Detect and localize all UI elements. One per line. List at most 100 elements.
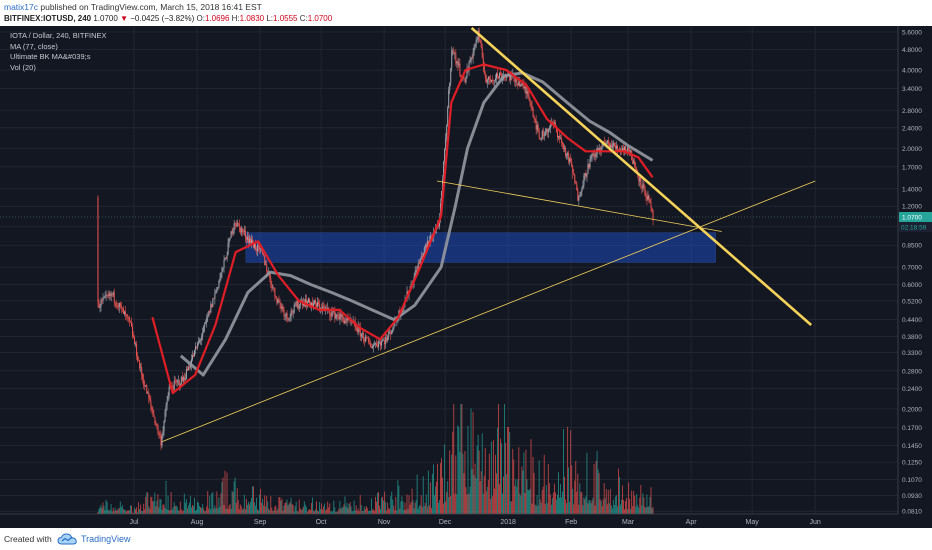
price-chart-svg[interactable]: 5.6000 4.8000 4.0000 3.4000 2.8000 2.4000 2.00… — [0, 26, 932, 528]
candle-body — [590, 155, 592, 159]
trendline — [162, 180, 816, 442]
candle-body — [472, 51, 474, 59]
candle-body — [317, 301, 319, 307]
volume-bar — [445, 501, 447, 514]
candle-body — [541, 130, 543, 140]
volume-bar — [430, 507, 432, 514]
volume-bar — [442, 477, 444, 514]
candle-body — [238, 224, 240, 227]
candle-body — [526, 91, 528, 94]
author-link[interactable]: matix17c — [4, 2, 39, 12]
volume-bar — [651, 508, 653, 514]
candle-body — [183, 377, 185, 380]
volume-bar — [261, 502, 263, 514]
publish-line: matix17c published on TradingView.com, M… — [4, 2, 262, 12]
candle-body — [455, 53, 457, 64]
volume-bar — [594, 505, 596, 514]
candle-body — [415, 269, 417, 272]
volume-bar — [254, 502, 255, 514]
volume-bar — [156, 500, 158, 514]
candle-body — [160, 436, 162, 446]
candle-body — [449, 83, 451, 91]
volume-bar — [469, 486, 471, 514]
volume-bar — [634, 495, 636, 514]
candle-body — [466, 68, 468, 77]
volume-bar — [197, 501, 198, 514]
candle-body — [640, 177, 642, 187]
candle-body — [532, 107, 534, 117]
candle-body — [260, 248, 262, 250]
volume-bar — [339, 501, 341, 514]
volume-bar — [447, 481, 449, 514]
candle-body — [552, 122, 554, 124]
candle-body — [427, 240, 429, 244]
candle-body — [525, 87, 527, 94]
volume-bar — [508, 426, 510, 514]
candle-body — [216, 287, 218, 291]
candle-body — [117, 306, 119, 308]
volume-bar — [218, 497, 220, 514]
volume-bar — [332, 511, 334, 514]
candle-body — [244, 230, 246, 238]
volume-bar — [241, 509, 243, 514]
volume-bar — [427, 470, 429, 514]
volume-bar — [630, 509, 632, 514]
candle-body — [277, 299, 279, 303]
grid-lines — [0, 26, 898, 514]
volume-bar — [268, 508, 270, 514]
countdown-label: 02:18:59 — [901, 225, 927, 232]
candle-body — [646, 197, 648, 200]
time-tick-label: Mar — [622, 519, 635, 526]
volume-bar — [104, 510, 106, 514]
volume-bar — [471, 469, 473, 514]
volume-bar — [536, 495, 538, 514]
volume-bar — [315, 509, 316, 514]
price-axis[interactable]: 5.6000 4.8000 4.0000 3.4000 2.8000 2.4000 2.00… — [897, 26, 932, 528]
candle-body — [571, 161, 573, 167]
candle-body — [212, 298, 214, 308]
candle-body — [325, 308, 327, 309]
volume-bar — [253, 486, 254, 514]
candle-body — [329, 309, 331, 316]
volume-bar — [325, 510, 327, 514]
volume-bar — [500, 438, 501, 514]
down-arrow-icon: ▼ — [120, 14, 128, 23]
volume-bar — [246, 504, 248, 514]
volume-bar — [528, 490, 530, 514]
candle-body — [452, 50, 454, 51]
volume-bar — [561, 497, 562, 514]
candle-body — [389, 331, 391, 333]
volume-bar — [566, 503, 568, 514]
candle-body — [136, 343, 138, 357]
chart-area[interactable]: 5.6000 4.8000 4.0000 3.4000 2.8000 2.4000 2.00… — [0, 26, 932, 528]
candle-body — [586, 173, 588, 177]
time-axis[interactable]: Jul Aug Sep Oct Nov Dec 2018 Feb Mar Apr May Jun — [0, 513, 898, 526]
volume-bar — [225, 508, 227, 514]
candle-body — [564, 147, 566, 149]
candle-body — [464, 78, 466, 83]
volume-bar — [161, 509, 163, 514]
candle-body — [115, 303, 117, 306]
price-tick-label: 0.2800 — [902, 368, 922, 375]
volume-bar — [513, 459, 515, 514]
candle-body — [154, 417, 156, 424]
tradingview-link[interactable]: TradingView — [81, 534, 131, 544]
candle-body — [164, 411, 166, 422]
volume-bar — [425, 494, 427, 514]
candle-body — [559, 136, 561, 139]
candle-body — [286, 313, 288, 319]
volume-bar — [460, 404, 462, 514]
volume-bar — [219, 506, 221, 514]
volume-bar — [420, 495, 422, 514]
volume-bar — [436, 481, 437, 514]
volume-bar — [155, 506, 157, 514]
candle-body — [643, 183, 645, 186]
volume-bar — [554, 492, 556, 514]
volume-bar — [527, 489, 529, 514]
volume-bar — [195, 510, 196, 514]
candle-body — [235, 224, 237, 227]
volume-bar — [141, 510, 143, 514]
volume-bar — [642, 493, 644, 514]
volume-bar — [610, 505, 612, 514]
volume-bar — [239, 504, 241, 514]
